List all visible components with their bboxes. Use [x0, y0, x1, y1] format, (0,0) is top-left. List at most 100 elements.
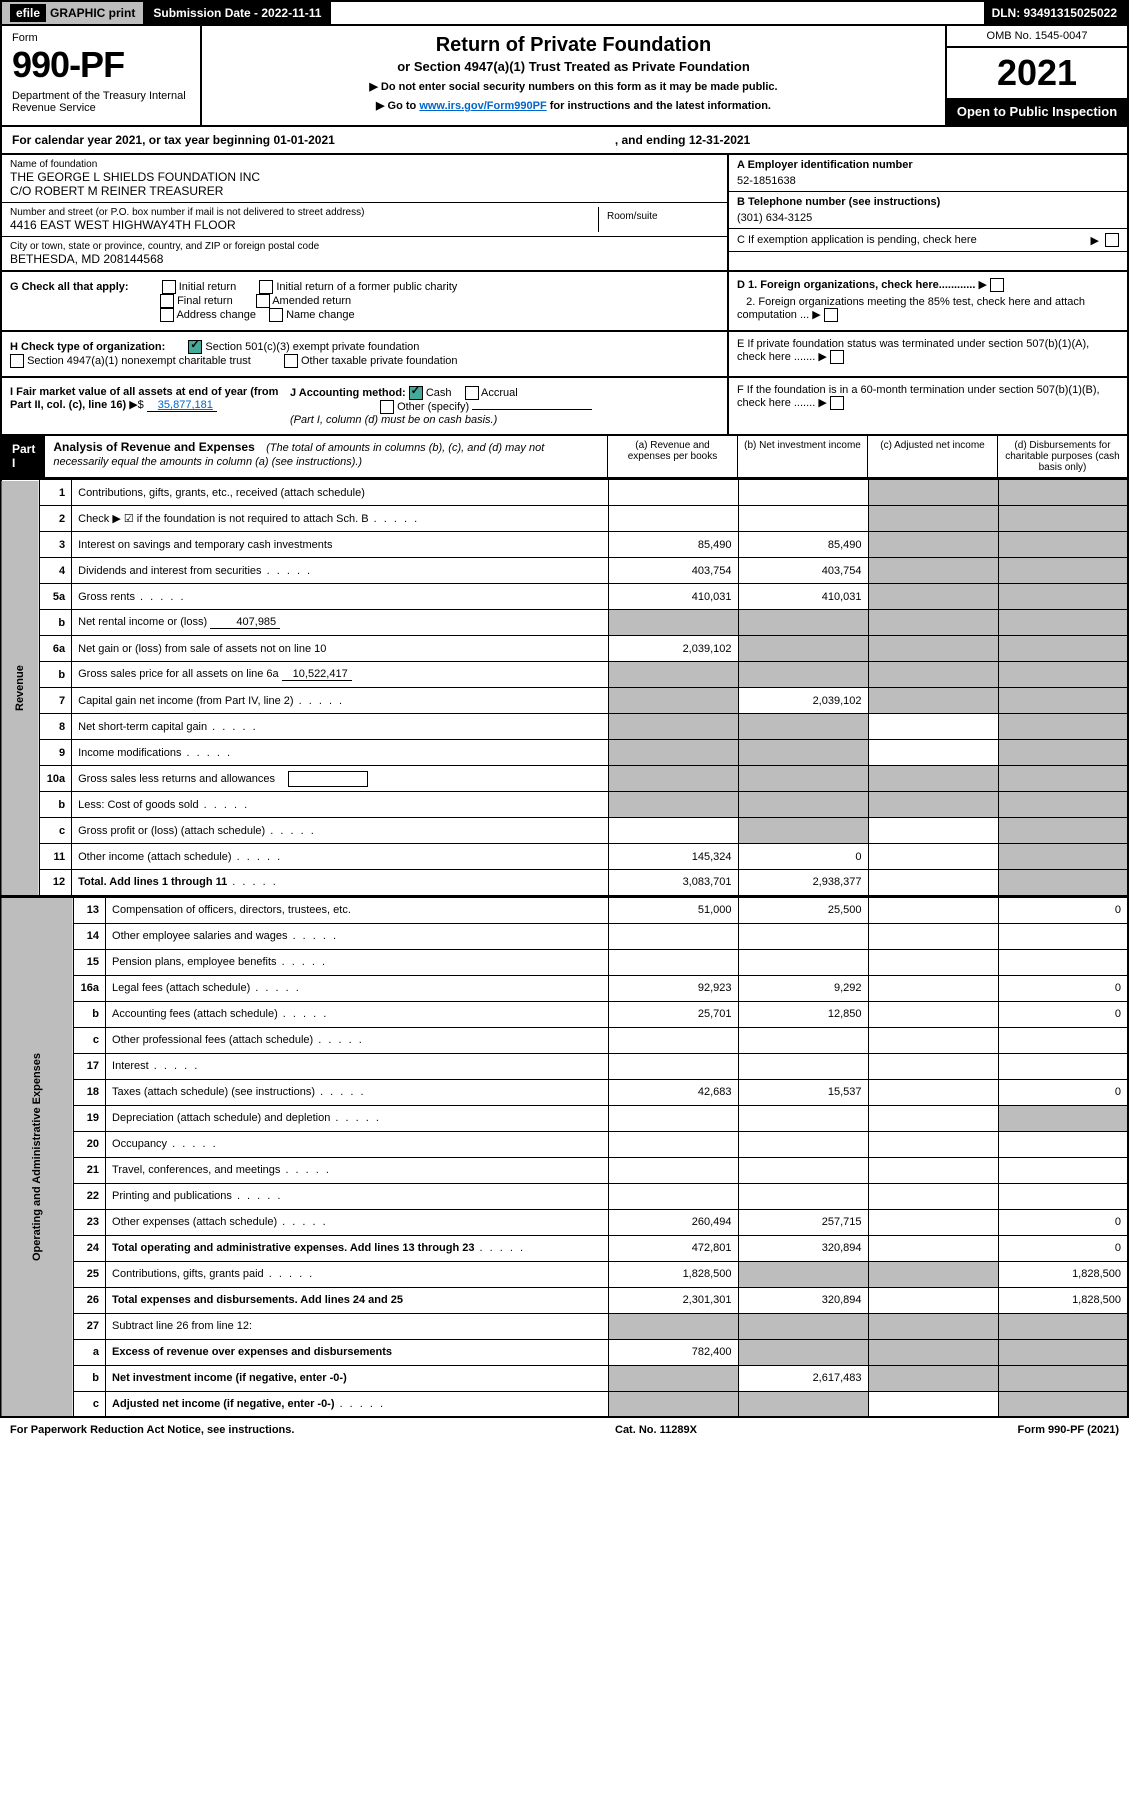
h-other-checkbox[interactable] — [284, 354, 298, 368]
table-row: cGross profit or (loss) (attach schedule… — [1, 818, 1128, 844]
cell-value: 0 — [998, 975, 1128, 1001]
cell-value — [868, 975, 998, 1001]
line-number: b — [40, 610, 72, 636]
section-label: Operating and Administrative Expenses — [1, 897, 74, 1417]
line-number: 14 — [74, 923, 106, 949]
line-desc: Occupancy — [106, 1131, 608, 1157]
line-desc: Net short-term capital gain — [72, 714, 608, 740]
cell-value — [738, 923, 868, 949]
cell-value: 25,500 — [738, 897, 868, 923]
cell-value — [738, 792, 868, 818]
c-label: C If exemption application is pending, c… — [737, 234, 1085, 246]
cell-value — [868, 506, 998, 532]
cell-value — [998, 923, 1128, 949]
cell-value — [868, 714, 998, 740]
cell-value — [998, 532, 1128, 558]
table-row: 21Travel, conferences, and meetings — [1, 1157, 1128, 1183]
cell-value — [868, 766, 998, 792]
d1-checkbox[interactable] — [990, 278, 1004, 292]
line-desc: Legal fees (attach schedule) — [106, 975, 608, 1001]
line-number: 10a — [40, 766, 72, 792]
cell-value — [738, 1105, 868, 1131]
d2-checkbox[interactable] — [824, 308, 838, 322]
g-initial-checkbox[interactable] — [162, 280, 176, 294]
f-checkbox[interactable] — [830, 396, 844, 410]
line-desc: Taxes (attach schedule) (see instruction… — [106, 1079, 608, 1105]
cell-value — [868, 1157, 998, 1183]
table-row: bGross sales price for all assets on lin… — [1, 662, 1128, 688]
line-desc: Total. Add lines 1 through 11 — [72, 870, 608, 896]
line-number: 11 — [40, 844, 72, 870]
cell-value — [998, 1183, 1128, 1209]
foundation-name-1: THE GEORGE L SHIELDS FOUNDATION INC — [10, 170, 719, 184]
cell-value — [738, 949, 868, 975]
cell-value: 51,000 — [608, 897, 738, 923]
g-initial-former-checkbox[interactable] — [259, 280, 273, 294]
line-number: 9 — [40, 740, 72, 766]
cell-value — [738, 740, 868, 766]
line-number: 23 — [74, 1209, 106, 1235]
cell-value: 92,923 — [608, 975, 738, 1001]
j-other-checkbox[interactable] — [380, 400, 394, 414]
line-desc: Excess of revenue over expenses and disb… — [106, 1339, 608, 1365]
i-value[interactable]: 35,877,181 — [147, 399, 217, 412]
table-row: bLess: Cost of goods sold — [1, 792, 1128, 818]
cell-value — [998, 1131, 1128, 1157]
cell-value — [738, 610, 868, 636]
line-desc: Adjusted net income (if negative, enter … — [106, 1391, 608, 1417]
line-number: c — [74, 1391, 106, 1417]
line-number: 18 — [74, 1079, 106, 1105]
line-desc: Net gain or (loss) from sale of assets n… — [72, 636, 608, 662]
cell-value: 472,801 — [608, 1235, 738, 1261]
cell-value — [998, 949, 1128, 975]
line-number: 8 — [40, 714, 72, 740]
h-4947-checkbox[interactable] — [10, 354, 24, 368]
instructions-link[interactable]: www.irs.gov/Form990PF — [419, 100, 546, 112]
cell-value — [868, 897, 998, 923]
c-checkbox[interactable] — [1105, 233, 1119, 247]
line-desc: Accounting fees (attach schedule) — [106, 1001, 608, 1027]
cell-value — [608, 1105, 738, 1131]
e-checkbox[interactable] — [830, 350, 844, 364]
footer-right: Form 990-PF (2021) — [1018, 1424, 1119, 1436]
cell-value — [998, 792, 1128, 818]
cell-value — [738, 714, 868, 740]
cell-value: 15,537 — [738, 1079, 868, 1105]
ein-value: 52-1851638 — [737, 175, 1119, 187]
cell-value — [738, 818, 868, 844]
cell-value — [738, 1183, 868, 1209]
cell-value — [868, 662, 998, 688]
j-accrual-checkbox[interactable] — [465, 386, 479, 400]
line-desc: Contributions, gifts, grants, etc., rece… — [72, 480, 608, 506]
h-501c3-checkbox[interactable] — [188, 340, 202, 354]
city: BETHESDA, MD 208144568 — [10, 252, 719, 266]
submission-date: Submission Date - 2022-11-11 — [145, 2, 331, 24]
table-row: Operating and Administrative Expenses13C… — [1, 897, 1128, 923]
col-a-head: (a) Revenue and expenses per books — [607, 436, 737, 477]
dln: DLN: 93491315025022 — [984, 2, 1127, 24]
line-number: b — [40, 792, 72, 818]
cell-value — [738, 1157, 868, 1183]
address: 4416 EAST WEST HIGHWAY4TH FLOOR — [10, 218, 598, 232]
cell-value: 145,324 — [608, 844, 738, 870]
tel-value: (301) 634-3125 — [737, 212, 1119, 224]
cell-value — [738, 1027, 868, 1053]
g-final-checkbox[interactable] — [160, 294, 174, 308]
line-desc: Other employee salaries and wages — [106, 923, 608, 949]
form-title: Return of Private Foundation — [212, 34, 935, 57]
table-row: 19Depreciation (attach schedule) and dep… — [1, 1105, 1128, 1131]
table-row: 25Contributions, gifts, grants paid1,828… — [1, 1261, 1128, 1287]
g-name-checkbox[interactable] — [269, 308, 283, 322]
g-amended-checkbox[interactable] — [256, 294, 270, 308]
cell-value: 85,490 — [738, 532, 868, 558]
j-note: (Part I, column (d) must be on cash basi… — [290, 414, 497, 426]
g-address-checkbox[interactable] — [160, 308, 174, 322]
d2-label: 2. Foreign organizations meeting the 85%… — [737, 296, 1085, 321]
cell-value — [608, 688, 738, 714]
col-c-head: (c) Adjusted net income — [867, 436, 997, 477]
cell-value — [868, 1131, 998, 1157]
line-desc: Total operating and administrative expen… — [106, 1235, 608, 1261]
j-cash-checkbox[interactable] — [409, 386, 423, 400]
line-number: b — [74, 1365, 106, 1391]
cell-value — [868, 558, 998, 584]
